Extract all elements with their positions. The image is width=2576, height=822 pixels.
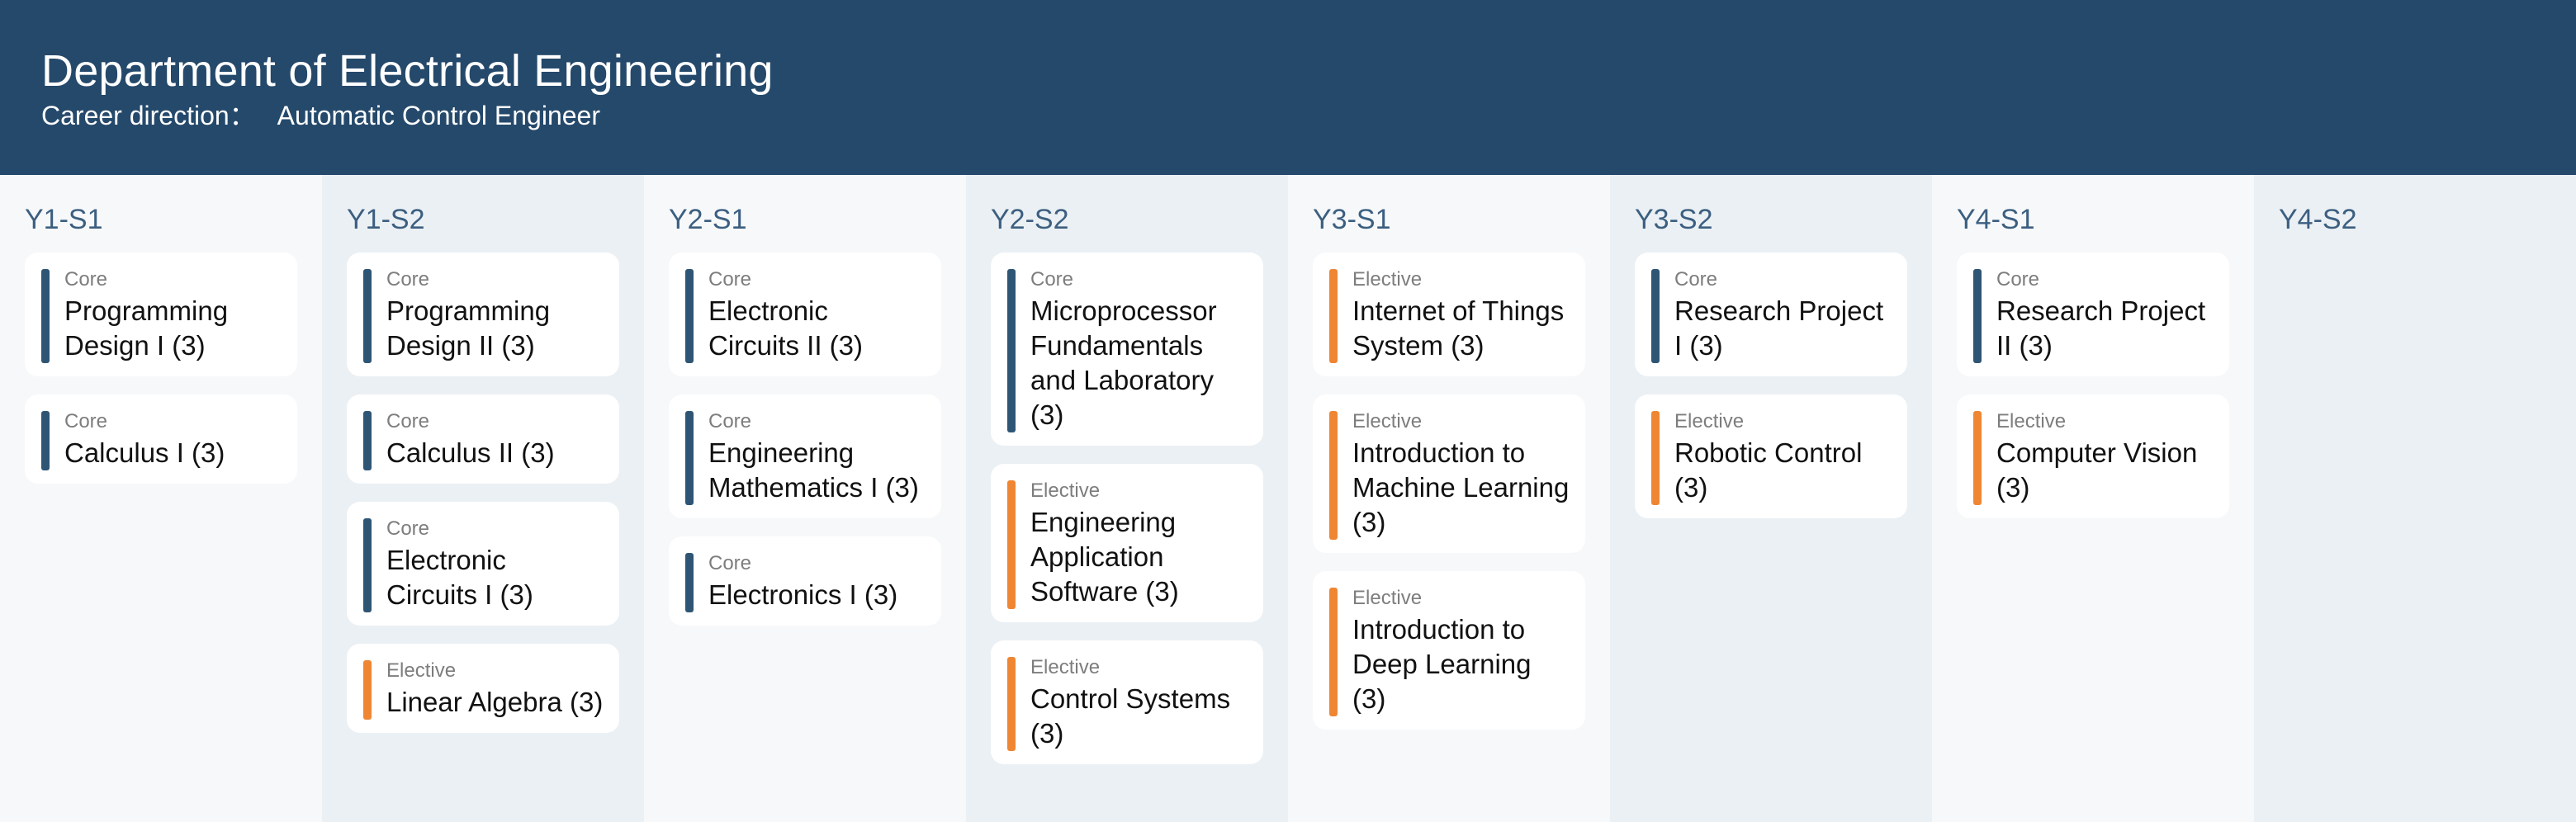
semester-column: Y3-S1 Elective Internet of Things System… [1288,175,1610,822]
semester-label: Y3-S1 [1313,204,1391,235]
course-title: Control Systems (3) [1030,683,1231,749]
course-type: Core [1674,268,1718,291]
course-card[interactable]: Core Electronic Circuits I (3) [347,502,619,626]
course-title: Introduction to Machine Learning (3) [1352,437,1570,537]
course-type-bar [363,411,372,470]
semester-column: Y2-S1 Core Electronic Circuits II (3) Co… [644,175,966,822]
course-type-bar [1007,657,1016,751]
semester-label: Y3-S2 [1635,204,1713,235]
career-direction: Career direction： Automatic Control Engin… [41,99,2576,132]
course-type: Core [386,268,430,291]
course-card[interactable]: Elective Robotic Control (3) [1635,394,1907,518]
course-card[interactable]: Core Research Project I (3) [1635,253,1907,376]
course-type: Core [386,410,430,432]
course-type: Core [64,410,108,432]
course-type: Elective [1352,268,1423,291]
course-type: Core [386,517,430,540]
career-direction-label: Career direction： [41,101,256,130]
course-title: Linear Algebra (3) [386,687,604,717]
course-card[interactable]: Core Calculus I (3) [25,394,297,484]
course-card[interactable]: Core Programming Design II (3) [347,253,619,376]
course-type-bar [1007,480,1016,609]
course-type-bar [1007,269,1016,432]
semester-label: Y2-S2 [991,204,1069,235]
course-type-bar [1329,411,1338,540]
semester-column: Y2-S2 Core Microprocessor Fundamentals a… [966,175,1288,822]
course-title: Calculus I (3) [64,437,225,468]
course-type: Elective [1996,410,2067,432]
course-title: Research Project II (3) [1996,295,2206,361]
course-card[interactable]: Core Electronic Circuits II (3) [669,253,941,376]
course-type-bar [1329,269,1338,363]
page-header: Department of Electrical Engineering Car… [0,0,2576,175]
course-card[interactable]: Elective Engineering Application Softwar… [991,464,1263,622]
course-type-bar [1973,269,1982,363]
course-type-bar [41,411,50,470]
course-type: Elective [1352,587,1423,609]
course-type-bar [1651,411,1660,505]
course-card[interactable]: Core Engineering Mathematics I (3) [669,394,941,518]
course-title: Programming Design I (3) [64,295,229,361]
course-type: Elective [1674,410,1745,432]
course-type-bar [363,518,372,612]
course-title: Electronic Circuits I (3) [386,545,533,610]
course-type-bar [41,269,50,363]
course-title: Research Project I (3) [1674,295,1884,361]
semester-column: Y1-S1 Core Programming Design I (3) Core… [0,175,322,822]
course-type-bar [685,553,694,612]
course-card[interactable]: Core Programming Design I (3) [25,253,297,376]
course-title: Programming Design II (3) [386,295,551,361]
course-title: Computer Vision (3) [1996,437,2198,503]
page-title: Department of Electrical Engineering [41,46,774,96]
course-title: Internet of Things System (3) [1352,295,1565,361]
course-type: Elective [386,659,457,682]
semester-label: Y4-S2 [2279,204,2357,235]
course-type: Core [1996,268,2040,291]
course-type: Elective [1352,410,1423,432]
course-card[interactable]: Elective Linear Algebra (3) [347,644,619,733]
course-type: Core [708,410,752,432]
course-title: Engineering Application Software (3) [1030,507,1179,607]
course-card[interactable]: Core Microprocessor Fundamentals and Lab… [991,253,1263,446]
course-type: Elective [1030,480,1101,502]
course-title: Microprocessor Fundamentals and Laborato… [1030,295,1217,430]
course-type: Core [708,552,752,574]
course-title: Electronics I (3) [708,579,898,610]
course-type-bar [1329,588,1338,716]
course-type-bar [1973,411,1982,505]
curriculum-board: Y1-S1 Core Programming Design I (3) Core… [0,175,2576,822]
semester-column: Y4-S2 [2254,175,2576,822]
course-title: Engineering Mathematics I (3) [708,437,919,503]
career-direction-value: Automatic Control Engineer [277,101,600,130]
course-type-bar [363,660,372,720]
course-card[interactable]: Elective Internet of Things System (3) [1313,253,1585,376]
course-type-bar [685,269,694,363]
course-type: Core [64,268,108,291]
course-card[interactable]: Core Electronics I (3) [669,536,941,626]
course-type: Core [1030,268,1074,291]
course-type-bar [685,411,694,505]
semester-label: Y1-S2 [347,204,425,235]
course-type-bar [363,269,372,363]
semester-label: Y4-S1 [1957,204,2035,235]
semester-column: Y4-S1 Core Research Project II (3) Elect… [1932,175,2254,822]
semester-label: Y1-S1 [25,204,103,235]
course-card[interactable]: Elective Computer Vision (3) [1957,394,2229,518]
course-title: Robotic Control (3) [1674,437,1863,503]
course-card[interactable]: Core Research Project II (3) [1957,253,2229,376]
course-card[interactable]: Elective Control Systems (3) [991,640,1263,764]
course-type: Elective [1030,656,1101,678]
course-card[interactable]: Elective Introduction to Deep Learning (… [1313,571,1585,730]
course-card[interactable]: Elective Introduction to Machine Learnin… [1313,394,1585,553]
course-card[interactable]: Core Calculus II (3) [347,394,619,484]
course-title: Introduction to Deep Learning (3) [1352,614,1532,714]
course-title: Electronic Circuits II (3) [708,295,864,361]
course-title: Calculus II (3) [386,437,555,468]
semester-column: Y3-S2 Core Research Project I (3) Electi… [1610,175,1932,822]
course-type-bar [1651,269,1660,363]
course-type: Core [708,268,752,291]
semester-label: Y2-S1 [669,204,747,235]
semester-column: Y1-S2 Core Programming Design II (3) Cor… [322,175,644,822]
